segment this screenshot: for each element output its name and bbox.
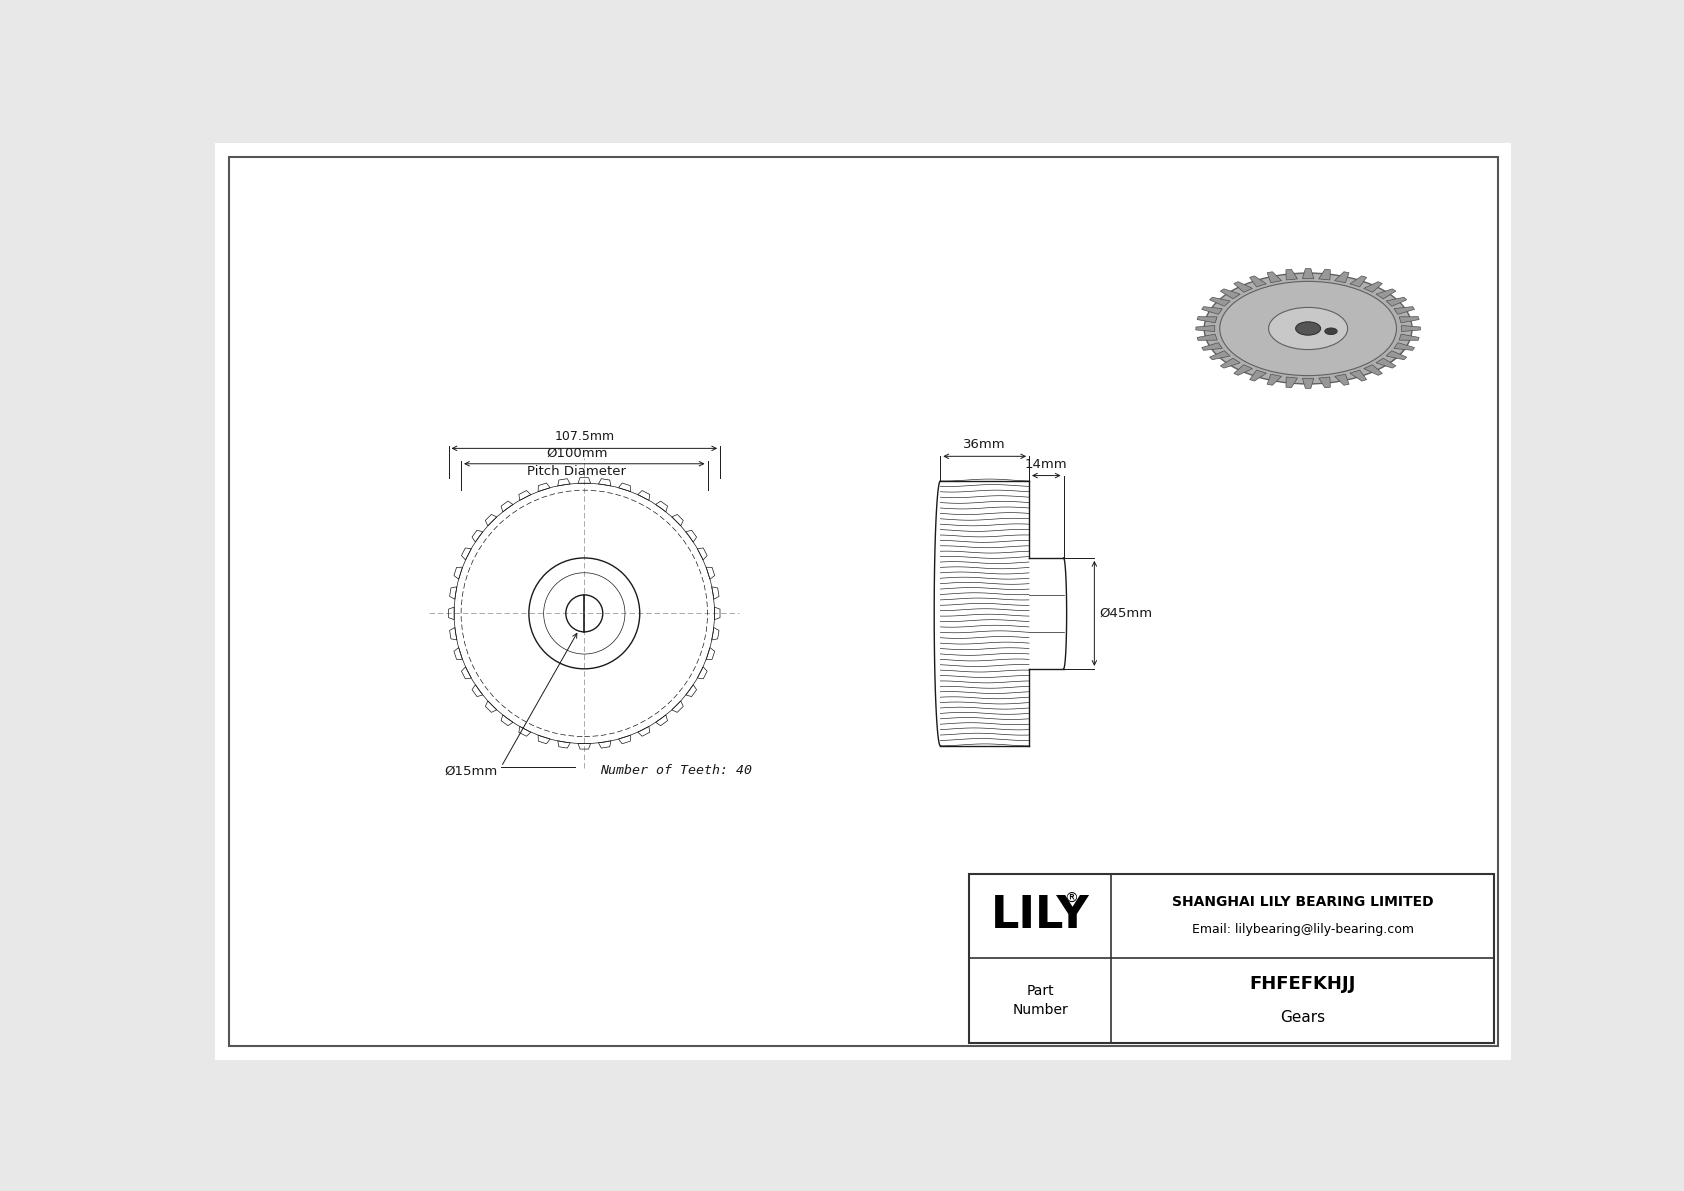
- Polygon shape: [1234, 364, 1253, 375]
- Polygon shape: [1287, 378, 1297, 388]
- Text: SHANGHAI LILY BEARING LIMITED: SHANGHAI LILY BEARING LIMITED: [1172, 896, 1433, 909]
- Polygon shape: [1319, 378, 1330, 388]
- Ellipse shape: [1204, 273, 1413, 384]
- Ellipse shape: [1234, 286, 1410, 380]
- Text: Part
Number: Part Number: [1012, 984, 1068, 1017]
- Polygon shape: [1364, 364, 1383, 375]
- Text: Ø15mm: Ø15mm: [445, 765, 497, 778]
- Polygon shape: [1209, 351, 1229, 360]
- Polygon shape: [1364, 282, 1383, 292]
- Polygon shape: [1335, 272, 1349, 282]
- Polygon shape: [1302, 379, 1314, 388]
- Text: 14mm: 14mm: [1026, 459, 1068, 470]
- Polygon shape: [1302, 269, 1314, 279]
- Polygon shape: [1266, 272, 1282, 282]
- Polygon shape: [1250, 276, 1266, 287]
- Polygon shape: [1386, 351, 1406, 360]
- Text: LILY: LILY: [990, 894, 1090, 937]
- Polygon shape: [1335, 374, 1349, 385]
- Polygon shape: [1319, 269, 1330, 280]
- Polygon shape: [1250, 370, 1266, 381]
- Polygon shape: [1197, 335, 1218, 341]
- Ellipse shape: [1295, 322, 1320, 335]
- Polygon shape: [1399, 335, 1420, 341]
- Polygon shape: [1197, 317, 1218, 323]
- Text: FHFEFKHJJ: FHFEFKHJJ: [1250, 974, 1356, 993]
- Polygon shape: [1221, 358, 1239, 368]
- Polygon shape: [1221, 289, 1239, 299]
- Text: Email: lilybearing@lily-bearing.com: Email: lilybearing@lily-bearing.com: [1192, 923, 1415, 936]
- Ellipse shape: [1268, 307, 1347, 349]
- Text: Gears: Gears: [1280, 1010, 1325, 1025]
- Polygon shape: [1376, 358, 1396, 368]
- Polygon shape: [1287, 269, 1297, 280]
- Ellipse shape: [1219, 281, 1396, 375]
- Polygon shape: [1399, 317, 1420, 323]
- Text: Number of Teeth: 40: Number of Teeth: 40: [600, 765, 751, 778]
- Text: Ø100mm: Ø100mm: [546, 447, 608, 460]
- Polygon shape: [1351, 370, 1367, 381]
- Polygon shape: [1202, 306, 1223, 314]
- Text: Ø45mm: Ø45mm: [1100, 607, 1154, 619]
- Polygon shape: [1386, 298, 1406, 306]
- Polygon shape: [1376, 289, 1396, 299]
- Polygon shape: [1401, 325, 1420, 331]
- Bar: [970, 874, 1494, 1043]
- Polygon shape: [1234, 282, 1253, 292]
- Ellipse shape: [1325, 328, 1337, 335]
- Text: ®: ®: [1064, 892, 1078, 906]
- Polygon shape: [1394, 306, 1415, 314]
- Polygon shape: [1209, 298, 1229, 306]
- Text: 36mm: 36mm: [963, 438, 1005, 451]
- Polygon shape: [1196, 325, 1214, 331]
- Polygon shape: [1351, 276, 1367, 287]
- Polygon shape: [1202, 343, 1223, 350]
- Polygon shape: [1266, 374, 1282, 385]
- Polygon shape: [1394, 343, 1415, 350]
- Text: 107.5mm: 107.5mm: [554, 430, 615, 443]
- Text: Pitch Diameter: Pitch Diameter: [527, 464, 626, 478]
